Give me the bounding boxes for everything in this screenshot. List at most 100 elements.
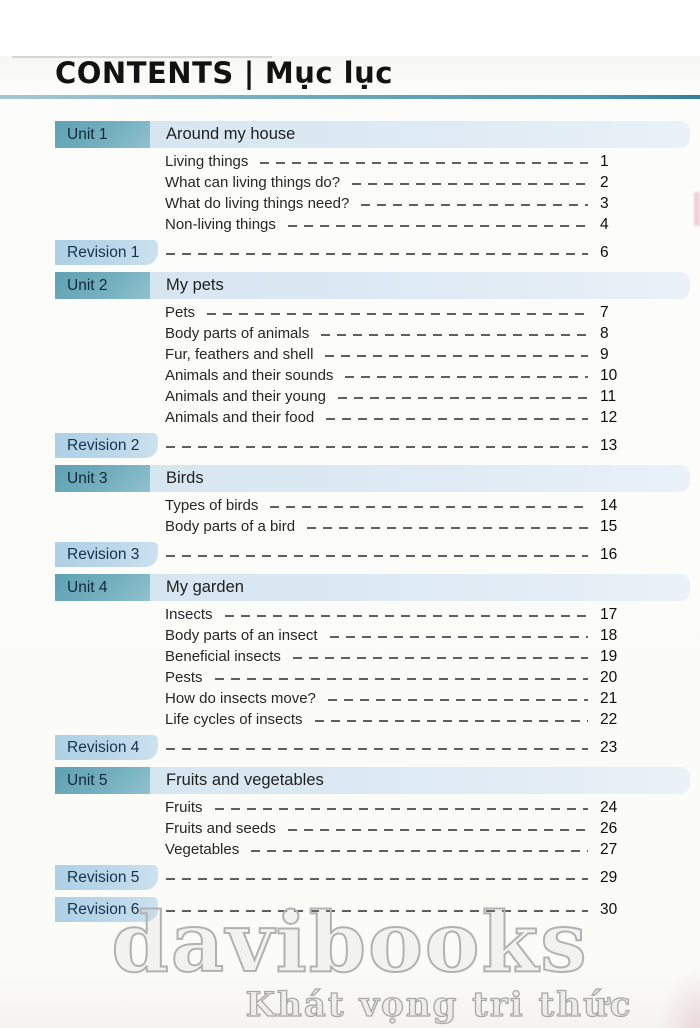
dash-leader — [214, 807, 588, 810]
toc-entry: Animals and their young 11 — [55, 386, 630, 407]
unit-items: Fruits 24 Fruits and seeds 26 Vegetables… — [55, 797, 700, 860]
scan-artifact-corner — [660, 968, 700, 1028]
entry-page: 12 — [600, 408, 618, 426]
revision-label: Revision 3 — [55, 542, 158, 567]
entry-label: Vegetables — [165, 841, 240, 858]
revision-entry: Revision 5 29 — [55, 865, 630, 890]
revision-entry: Revision 2 13 — [55, 433, 630, 458]
unit-title-bar: Around my house — [150, 121, 690, 148]
unit-title: Birds — [166, 469, 204, 487]
entry-page: 14 — [600, 496, 618, 514]
revision-entry: Revision 3 16 — [55, 542, 630, 567]
entry-label: Types of birds — [165, 497, 259, 514]
toc-entry: Beneficial insects 19 — [55, 646, 630, 667]
toc-entry: Body parts of an insect 18 — [55, 625, 630, 646]
unit-title: My garden — [166, 578, 244, 596]
page-title-en: CONTENTS — [55, 56, 234, 90]
entry-label: Life cycles of insects — [165, 711, 303, 728]
toc-entry: Animals and their sounds 10 — [55, 365, 630, 386]
entry-page: 26 — [600, 819, 618, 837]
dash-leader — [326, 417, 588, 420]
toc-entry: Pets 7 — [55, 302, 630, 323]
watermark-slogan: Khát vọng tri thức — [245, 985, 633, 1025]
revision-entry: Revision 1 6 — [55, 240, 630, 265]
dash-leader — [224, 614, 588, 617]
unit-header-2: Unit 2 My pets — [55, 272, 690, 299]
unit-title-bar: My garden — [150, 574, 690, 601]
entry-page: 17 — [600, 605, 618, 623]
entry-label: Insects — [165, 606, 213, 623]
unit-label: Unit 2 — [55, 272, 150, 299]
unit-title-bar: Fruits and vegetables — [150, 767, 690, 794]
entry-label: Non-living things — [165, 216, 276, 233]
entry-label: Fruits and seeds — [165, 820, 276, 837]
entry-page: 22 — [600, 710, 618, 728]
entry-page: 15 — [600, 517, 618, 535]
toc-entry: Fruits 24 — [55, 797, 630, 818]
toc-entry: Fruits and seeds 26 — [55, 818, 630, 839]
unit-header-3: Unit 3 Birds — [55, 465, 690, 492]
unit-label: Unit 4 — [55, 574, 150, 601]
entry-label: Beneficial insects — [165, 648, 281, 665]
entry-page: 30 — [600, 900, 618, 918]
entry-page: 3 — [600, 194, 609, 212]
entry-label: Living things — [165, 153, 249, 170]
dash-leader — [214, 677, 588, 680]
revision-entry: Revision 4 23 — [55, 735, 630, 760]
toc-entry: Insects 17 — [55, 604, 630, 625]
toc-page: CONTENTS | Mục lục Unit 1 Around my house … — [0, 56, 700, 1028]
entry-page: 29 — [600, 868, 618, 886]
dash-leader — [352, 182, 588, 185]
entry-label: Animals and their young — [165, 388, 326, 405]
scan-artifact-right — [694, 192, 700, 226]
dash-leader — [321, 333, 588, 336]
revision-label: Revision 5 — [55, 865, 158, 890]
entry-page: 9 — [600, 345, 609, 363]
entry-page: 8 — [600, 324, 609, 342]
unit-label: Unit 1 — [55, 121, 150, 148]
entry-page: 13 — [600, 436, 618, 454]
dash-leader — [292, 656, 588, 659]
dash-leader — [207, 312, 588, 315]
toc-entry: Body parts of a bird 15 — [55, 516, 630, 537]
dash-leader — [287, 828, 588, 831]
unit-items: Pets 7 Body parts of animals 8 Fur, feat… — [55, 302, 700, 428]
entry-page: 6 — [600, 243, 609, 261]
toc-entry: Vegetables 27 — [55, 839, 630, 860]
page-title-vi: Mục lục — [264, 56, 393, 90]
revision-label: Revision 1 — [55, 240, 158, 265]
entry-page: 23 — [600, 738, 618, 756]
entry-label: Body parts of an insect — [165, 627, 318, 644]
toc-entry: What can living things do? 2 — [55, 172, 630, 193]
dash-leader — [307, 526, 588, 529]
entry-label: What can living things do? — [165, 174, 341, 191]
dash-leader — [337, 396, 588, 399]
entry-label: Body parts of a bird — [165, 518, 296, 535]
unit-header-5: Unit 5 Fruits and vegetables — [55, 767, 690, 794]
unit-items: Insects 17 Body parts of an insect 18 Be… — [55, 604, 700, 730]
unit-label: Unit 3 — [55, 465, 150, 492]
entry-page: 27 — [600, 840, 618, 858]
unit-label: Unit 5 — [55, 767, 150, 794]
unit-items: Types of birds 14 Body parts of a bird 1… — [55, 495, 700, 537]
page-title: CONTENTS | Mục lục — [55, 56, 700, 90]
entry-page: 4 — [600, 215, 609, 233]
toc-entry: Living things 1 — [55, 151, 630, 172]
revision-entry: Revision 6 30 — [55, 897, 630, 922]
entry-label: Pests — [165, 669, 203, 686]
toc-entry: Life cycles of insects 22 — [55, 709, 630, 730]
page-title-separator: | — [243, 56, 255, 90]
entry-page: 10 — [600, 366, 618, 384]
entry-label: Animals and their sounds — [165, 367, 334, 384]
entry-label: Animals and their food — [165, 409, 315, 426]
toc-entry: Non-living things 4 — [55, 214, 630, 235]
dash-leader — [361, 203, 588, 206]
entry-page: 11 — [600, 387, 617, 405]
unit-items: Living things 1 What can living things d… — [55, 151, 700, 235]
dash-leader — [166, 747, 588, 750]
dash-leader — [325, 354, 588, 357]
entry-page: 2 — [600, 173, 609, 191]
revision-label: Revision 6 — [55, 897, 158, 922]
dash-leader — [345, 375, 588, 378]
unit-title: Around my house — [166, 125, 296, 143]
